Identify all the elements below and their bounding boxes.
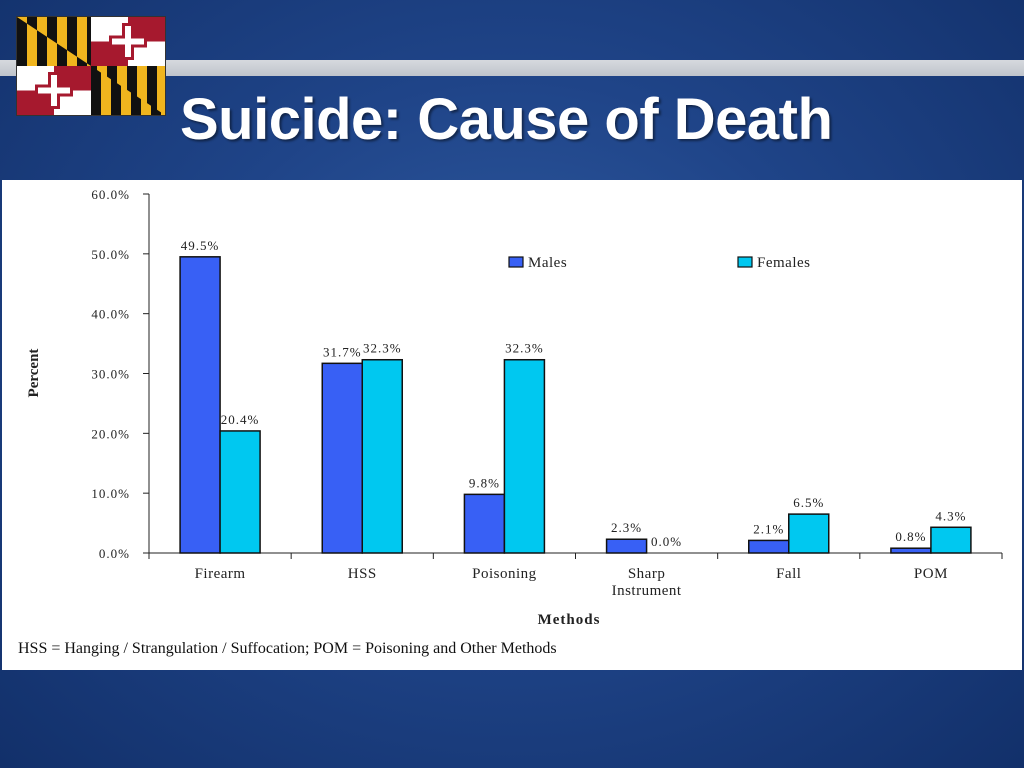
y-axis-title: Percent xyxy=(26,349,42,398)
x-tick-label: Firearm xyxy=(195,566,246,582)
bar-females-5 xyxy=(930,526,972,554)
bar-males-3 xyxy=(605,538,648,554)
data-label: 0.0% xyxy=(651,534,682,549)
bar-males-0 xyxy=(179,256,221,554)
x-tick-label: HSS xyxy=(348,566,377,582)
data-label: 32.3% xyxy=(363,341,402,356)
y-tick-label: 0.0% xyxy=(99,546,130,561)
data-label: 20.4% xyxy=(221,412,260,427)
x-tick-label: Sharp xyxy=(628,566,666,582)
bar-females-1 xyxy=(361,358,403,554)
bar-males-1 xyxy=(321,362,363,554)
y-tick-label: 40.0% xyxy=(91,307,130,322)
data-label: 2.3% xyxy=(611,520,642,535)
x-axis-title: Methods xyxy=(538,612,601,628)
bar-males-2 xyxy=(463,493,506,554)
bar-females-0 xyxy=(219,430,261,554)
chart-panel: 0.0% 10.0% 20.0% 30.0% 40.0% 50.0% 60.0% Firear… xyxy=(2,180,1022,670)
y-tick-label: 60.0% xyxy=(91,187,130,202)
data-label: 6.5% xyxy=(793,495,824,510)
maryland-flag-graphic xyxy=(17,17,165,115)
x-tick-label: Fall xyxy=(776,566,801,582)
header-rule xyxy=(0,60,1024,76)
y-tick-label: 30.0% xyxy=(91,367,130,382)
chart-footnote: HSS = Hanging / Strangulation / Suffocat… xyxy=(18,640,557,657)
x-tick-label: POM xyxy=(914,566,948,582)
legend-label: Females xyxy=(757,255,811,271)
data-label: 31.7% xyxy=(323,344,362,359)
bar-females-4 xyxy=(788,513,830,554)
bar-males-4 xyxy=(748,539,790,554)
data-label: 2.1% xyxy=(753,521,784,536)
data-label: 0.8% xyxy=(895,529,926,544)
bar-females-2 xyxy=(503,358,546,554)
data-label: 32.3% xyxy=(505,341,544,356)
bar-males-5 xyxy=(890,547,932,554)
legend-label: Males xyxy=(528,255,567,271)
slide-title: Suicide: Cause of Death xyxy=(180,87,833,152)
y-tick-label: 10.0% xyxy=(91,486,130,501)
maryland-flag-icon xyxy=(16,16,166,116)
legend-swatch-females xyxy=(737,256,753,268)
y-tick-label: 50.0% xyxy=(91,247,130,262)
legend-swatch-males xyxy=(508,256,524,268)
data-label: 9.8% xyxy=(469,475,500,490)
y-tick-label: 20.0% xyxy=(91,426,130,441)
bar-chart: 0.0% 10.0% 20.0% 30.0% 40.0% 50.0% 60.0% Firear… xyxy=(26,187,1003,628)
x-tick-label: Poisoning xyxy=(472,566,537,582)
x-tick-label: Instrument xyxy=(612,583,682,599)
data-label: 49.5% xyxy=(181,238,220,253)
data-label: 4.3% xyxy=(935,508,966,523)
